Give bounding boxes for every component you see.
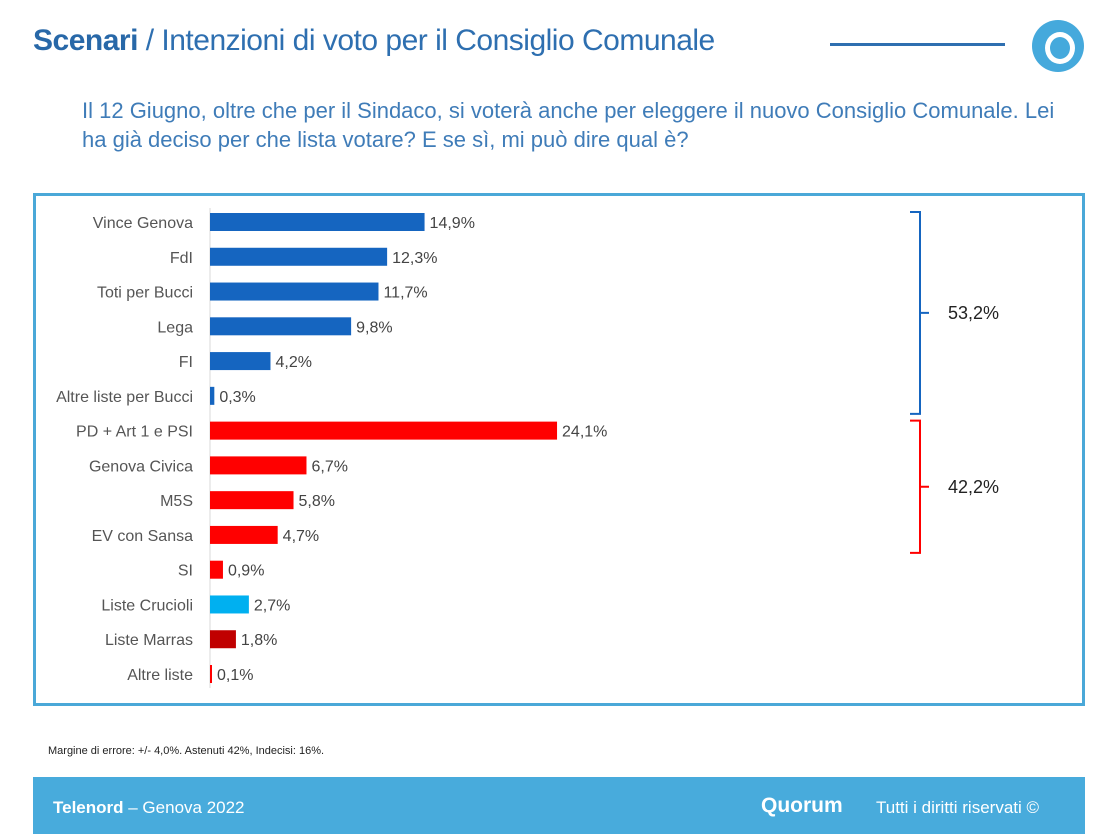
data-label: 0,1%: [217, 667, 253, 684]
footer-sub: – Genova 2022: [123, 798, 245, 817]
data-label: 14,9%: [430, 215, 475, 232]
quorum-logo-icon: [1032, 20, 1084, 72]
category-label: Vince Genova: [93, 215, 193, 232]
data-label: 6,7%: [311, 458, 347, 475]
title-divider: [830, 43, 1005, 46]
footer-rights: Tutti i diritti riservati ©: [876, 798, 1040, 817]
footer-left: Telenord – Genova 2022: [53, 798, 245, 818]
category-label: M5S: [160, 493, 193, 510]
category-label: EV con Sansa: [92, 528, 194, 545]
bar: [210, 317, 352, 336]
bar: [210, 665, 212, 684]
category-label: FI: [179, 354, 193, 371]
category-label: Altre liste per Bucci: [56, 389, 193, 406]
category-label: PD + Art 1 e PSI: [76, 424, 193, 441]
data-label: 12,3%: [392, 250, 437, 267]
page-title: Scenari / Intenzioni di voto per il Cons…: [33, 24, 715, 58]
data-label: 4,2%: [275, 354, 311, 371]
bar: [210, 525, 278, 544]
bar: [210, 560, 223, 579]
data-label: 11,7%: [383, 285, 427, 302]
data-label: 4,7%: [283, 528, 319, 545]
survey-question: Il 12 Giugno, oltre che per il Sindaco, …: [82, 98, 1055, 152]
data-label: 5,8%: [299, 493, 335, 510]
category-label: Liste Crucioli: [101, 597, 193, 614]
bar: [210, 282, 379, 301]
group-bracket: [910, 419, 929, 554]
group-total-label: 42,2%: [948, 477, 999, 497]
bar: [210, 213, 425, 231]
data-label: 9,8%: [356, 319, 392, 336]
bar: [210, 352, 271, 371]
group-bracket: [910, 211, 929, 415]
group-total-label: 53,2%: [948, 303, 999, 323]
category-label: SI: [178, 563, 193, 580]
footer-quorum-logo: Quorum: [761, 794, 843, 817]
bar: [210, 386, 215, 405]
data-label: 1,8%: [241, 632, 277, 649]
bar: [210, 421, 558, 440]
footnote: Margine di errore: +/- 4,0%. Astenuti 42…: [48, 745, 325, 757]
footer: Telenord – Genova 2022 Quorum Tutti i di…: [33, 777, 1085, 834]
title-rest: / Intenzioni di voto per il Consiglio Co…: [137, 24, 715, 57]
data-label: 24,1%: [562, 424, 607, 441]
bar: [210, 456, 307, 475]
bar: [210, 595, 249, 614]
data-label: 2,7%: [254, 597, 290, 614]
bar: [210, 491, 294, 510]
bar: [210, 247, 388, 266]
category-label: Genova Civica: [89, 458, 193, 475]
category-label: Toti per Bucci: [97, 285, 193, 302]
data-label: 0,3%: [219, 389, 255, 406]
data-label: 0,9%: [228, 563, 264, 580]
title-bold: Scenari: [33, 24, 138, 57]
category-label: Lega: [157, 319, 193, 336]
category-label: FdI: [170, 250, 193, 267]
chart-frame: [33, 193, 1085, 706]
category-label: Altre liste: [127, 667, 193, 684]
footer-brand: Telenord: [53, 798, 124, 817]
category-label: Liste Marras: [105, 632, 193, 649]
bar: [210, 630, 236, 649]
